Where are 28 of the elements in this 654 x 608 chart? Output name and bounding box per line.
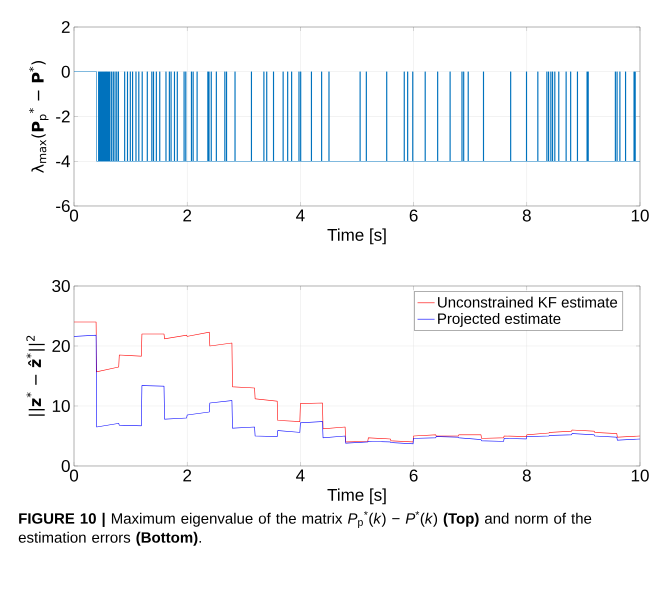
y-axis-title: ||z$^{*}$ − ẑ$^{*}$||$^{2}$ [26,336,45,416]
text: FIGURE 10 | Maximum eigenvalue of the matrix P$_{p}$$^{*}$(k) − P$^{*}$(k) (Top) and norm of the estimation errors (Bottom). [18,511,592,546]
x-tick-label: 6 [410,210,418,222]
legend-label: Unconstrained KF estimate [438,296,618,308]
x-tick-label: 0 [70,210,78,222]
y-tick-label: 0 [62,460,70,472]
y-tick-label: 0 [62,66,70,78]
y-tick-label: 10 [52,400,70,412]
text: λ$_{max}$(P$_{p}$$^{*}$ − P$^{*}$) [28,61,48,173]
x-tick-label: 8 [522,210,531,222]
legend-label: Projected estimate [438,312,560,327]
x-tick-label: 6 [410,470,418,482]
x-tick-label: 4 [296,470,305,482]
x-tick-label: 2 [183,470,192,482]
x-tick-label: 10 [632,470,649,482]
x-tick-label: 10 [632,210,649,222]
y-tick-label: -2 [56,110,70,122]
x-tick-label: 0 [70,470,78,482]
x-axis-title: Time [s] [327,228,386,244]
y-tick-label: 2 [62,21,70,33]
x-axis-title: Time [s] [327,488,386,504]
x-tick-label: 2 [183,210,192,222]
y-tick-label: 20 [52,340,70,352]
x-tick-label: 8 [522,470,531,482]
x-tick-label: 4 [296,210,305,222]
y-tick-label: -6 [56,200,70,212]
y-tick-label: -4 [56,155,70,168]
y-tick-label: 30 [52,280,70,292]
